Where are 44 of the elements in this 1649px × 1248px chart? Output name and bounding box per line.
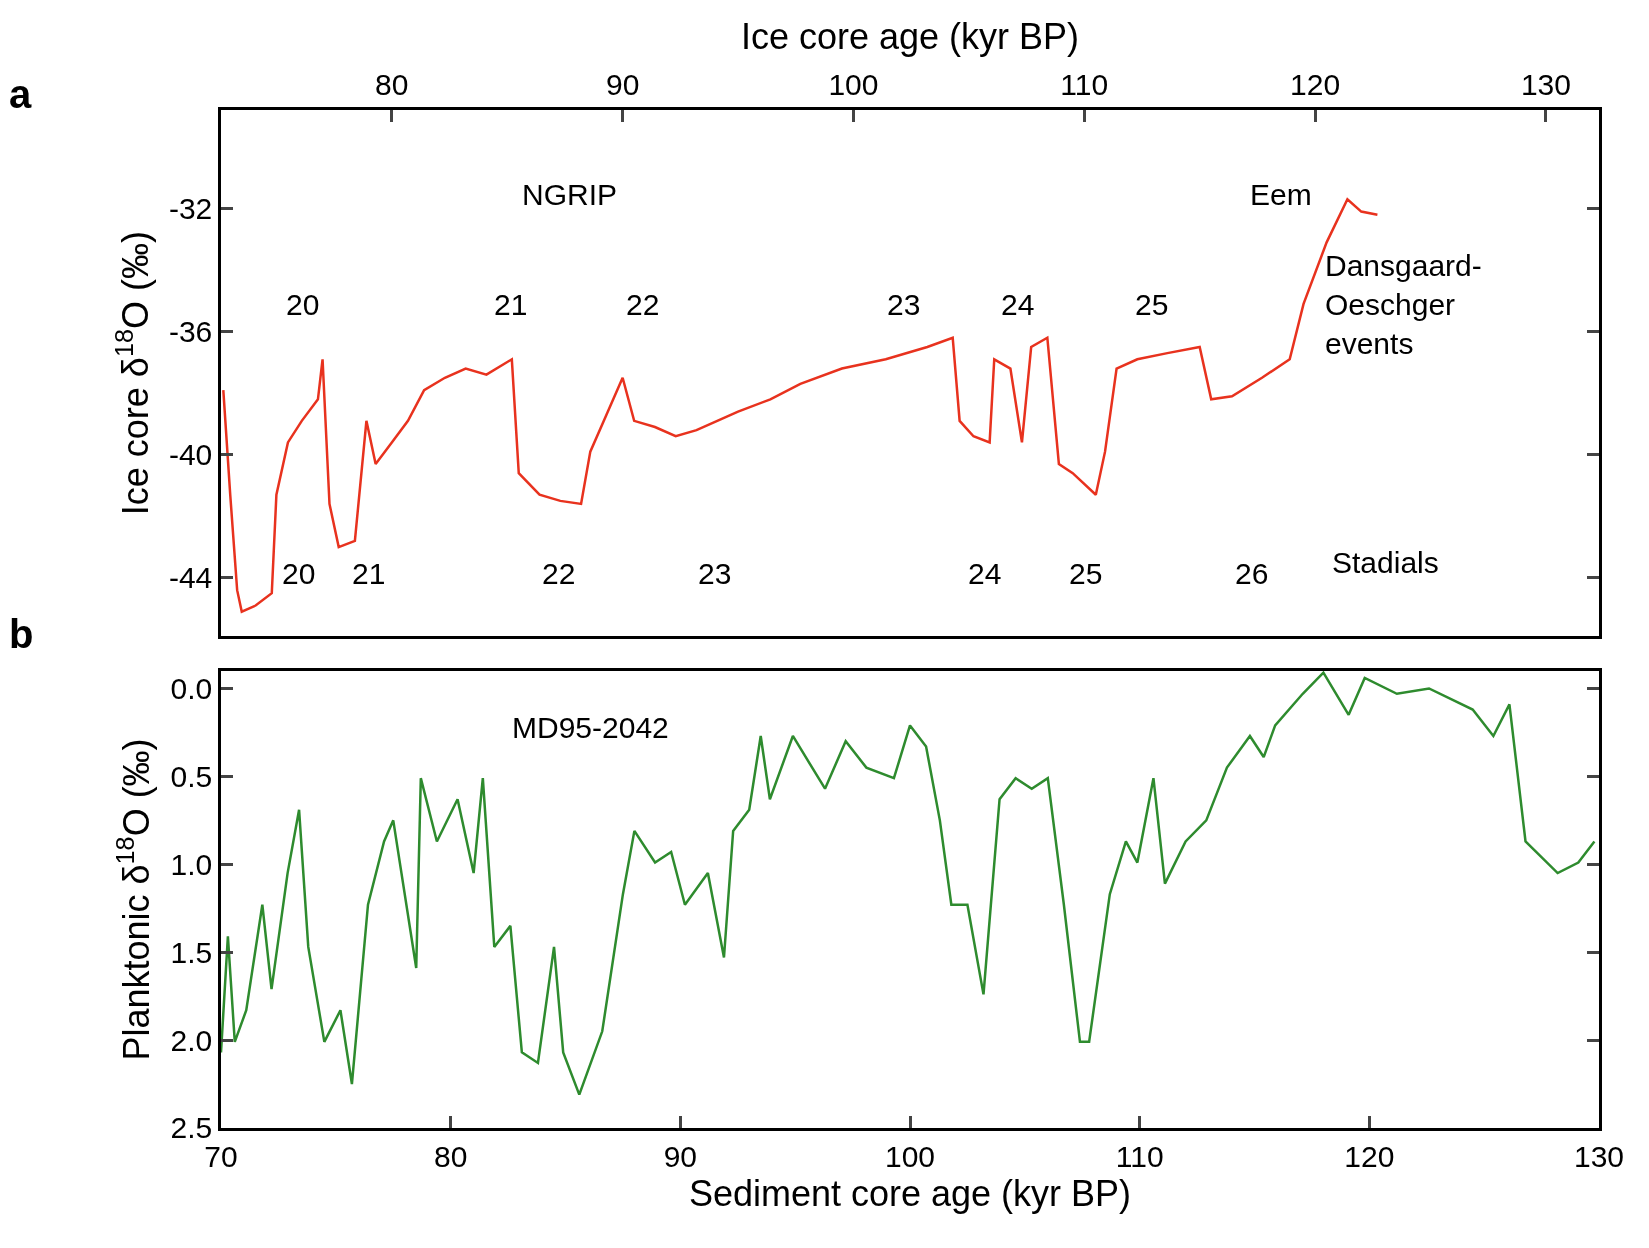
annotation: Dansgaard- Oeschger events [1325, 249, 1482, 360]
x-tick-label: 80 [375, 68, 409, 102]
y-tick-label: -44 [168, 561, 213, 595]
line-series [221, 671, 1596, 1096]
annotation: 21 [352, 557, 386, 590]
x-tick-label: 90 [663, 1139, 698, 1173]
annotation: 22 [626, 288, 660, 321]
annotation: 26 [1235, 557, 1269, 590]
annotation: NGRIP [522, 178, 618, 211]
text: a [9, 72, 32, 116]
x-tick-label: 100 [884, 1139, 936, 1173]
y-tick-label: -40 [168, 438, 213, 472]
y-tick-label: 0.5 [170, 759, 213, 793]
y-tick-label: 1.0 [170, 847, 213, 881]
x-axis-title: Ice core age (kyr BP) [740, 16, 1080, 58]
x-tick-label: 130 [1573, 1139, 1625, 1173]
x-tick-label: 120 [1290, 68, 1341, 102]
x-tick-label: 110 [1060, 68, 1109, 102]
annotation: 23 [698, 557, 732, 590]
annotation: 25 [1069, 557, 1103, 590]
annotation: MD95-2042 [512, 711, 669, 744]
x-tick-label: 120 [1344, 1139, 1395, 1173]
y-tick-label: -32 [168, 191, 213, 225]
annotation: 21 [494, 288, 528, 321]
x-tick-label: 100 [828, 68, 879, 102]
text: b [9, 612, 34, 656]
x-tick-label: 110 [1115, 1139, 1164, 1173]
x-tick-label: 130 [1520, 68, 1571, 102]
annotation: Eem [1250, 178, 1312, 211]
annotation: Stadials [1332, 546, 1439, 579]
x-tick-label: 90 [605, 68, 640, 102]
annotation: 22 [542, 557, 576, 590]
annotation: 24 [1001, 288, 1035, 321]
y-tick-label: 2.0 [170, 1023, 213, 1057]
annotation: 24 [968, 557, 1002, 590]
x-tick-label: 80 [433, 1139, 468, 1173]
y-tick-label: 1.5 [170, 935, 213, 969]
annotation: 25 [1135, 288, 1169, 321]
y-tick-label: -36 [168, 315, 213, 349]
y-tick-label: 0.0 [170, 672, 213, 705]
annotation: 20 [286, 288, 320, 321]
annotation: 20 [282, 557, 316, 590]
x-axis-title: Sediment core age (kyr BP) [688, 1172, 1132, 1214]
annotation: 23 [887, 288, 921, 321]
